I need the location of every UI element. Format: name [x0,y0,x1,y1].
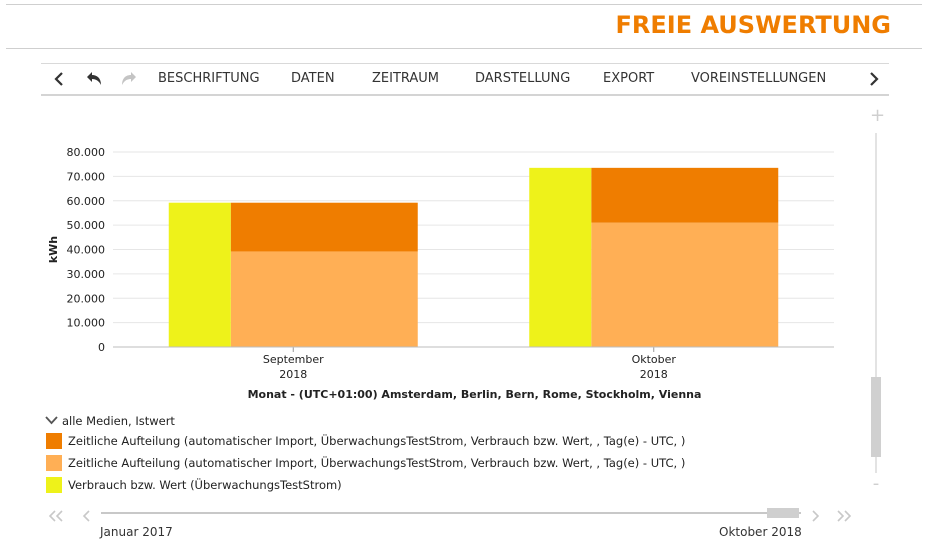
menu-zeitraum[interactable]: ZEITRAUM [372,71,440,86]
bar-segment [591,222,779,347]
legend-item[interactable]: Zeitliche Aufteilung (automatischer Impo… [46,433,685,449]
bar [168,202,231,347]
menu-beschriftung[interactable]: BESCHRIFTUNG [158,71,260,86]
y-tick-label: 70.000 [67,170,106,183]
legend-item[interactable]: Zeitliche Aufteilung (automatischer Impo… [46,455,685,471]
double-chevron-right-icon[interactable] [836,507,852,526]
y-tick-label: 20.000 [67,292,106,305]
y-tick-label: 10.000 [67,317,106,330]
legend-swatch [46,433,62,449]
zoom-in-icon[interactable]: + [870,105,886,126]
time-navigator: Januar 2017 Oktober 2018 [40,503,860,543]
bar-segment [591,167,779,223]
y-axis-label: kWh [47,236,60,263]
scrollbar-thumb[interactable] [871,377,881,457]
navigator-track [101,512,801,514]
bar-segment [230,251,418,347]
menu-darstellung[interactable]: DARSTELLUNG [475,71,571,86]
navigator-handle[interactable] [767,508,799,518]
y-tick-label: 60.000 [67,195,106,208]
y-tick-label: 80.000 [67,146,106,159]
y-tick-label: 50.000 [67,219,106,232]
navigator-end-label: Oktober 2018 [719,525,802,539]
bar-segment [230,202,418,252]
y-tick-label: 30.000 [67,268,106,281]
menu-export[interactable]: EXPORT [603,71,655,86]
navigator-start-label: Januar 2017 [100,525,173,539]
title-divider [6,48,922,49]
legend-swatch [46,455,62,471]
page-title: FREIE AUSWERTUNG [615,11,891,39]
x-tick-label: 2018 [279,368,307,381]
toolbar: BESCHRIFTUNG DATEN ZEITRAUM DARSTELLUNG … [41,63,889,96]
menu-voreinstellungen[interactable]: VOREINSTELLUNGEN [691,71,827,86]
redo-icon[interactable] [114,64,144,94]
menu-daten[interactable]: DATEN [291,71,335,86]
legend-group-toggle[interactable]: alle Medien, Istwert [45,414,175,428]
chevron-down-icon [45,414,58,428]
chevron-left-icon[interactable] [44,64,74,94]
legend-label: Verbrauch bzw. Wert (ÜberwachungsTestStr… [68,478,342,492]
scrollbar-track [875,133,877,473]
x-axis-label: Monat - (UTC+01:00) Amsterdam, Berlin, B… [248,388,702,401]
vertical-zoom-scrollbar[interactable]: + - [870,105,885,494]
double-chevron-left-icon[interactable] [48,507,64,526]
chevron-right-icon[interactable] [810,507,820,526]
x-tick-label: 2018 [640,368,668,381]
top-divider [6,4,922,5]
legend-item[interactable]: Verbrauch bzw. Wert (ÜberwachungsTestStr… [46,477,342,493]
zoom-out-icon[interactable]: - [872,473,880,494]
x-tick-label: Oktober [632,353,677,366]
legend-group-label: alle Medien, Istwert [62,414,175,428]
chevron-left-icon[interactable] [82,507,92,526]
bar [529,167,592,347]
y-tick-label: 0 [98,341,105,354]
undo-icon[interactable] [79,64,109,94]
legend-label: Zeitliche Aufteilung (automatischer Impo… [68,434,686,448]
chevron-right-icon[interactable] [859,64,889,94]
x-tick-label: September [263,353,324,366]
y-tick-label: 40.000 [67,244,106,257]
legend-label: Zeitliche Aufteilung (automatischer Impo… [68,456,686,470]
legend-swatch [46,477,62,493]
